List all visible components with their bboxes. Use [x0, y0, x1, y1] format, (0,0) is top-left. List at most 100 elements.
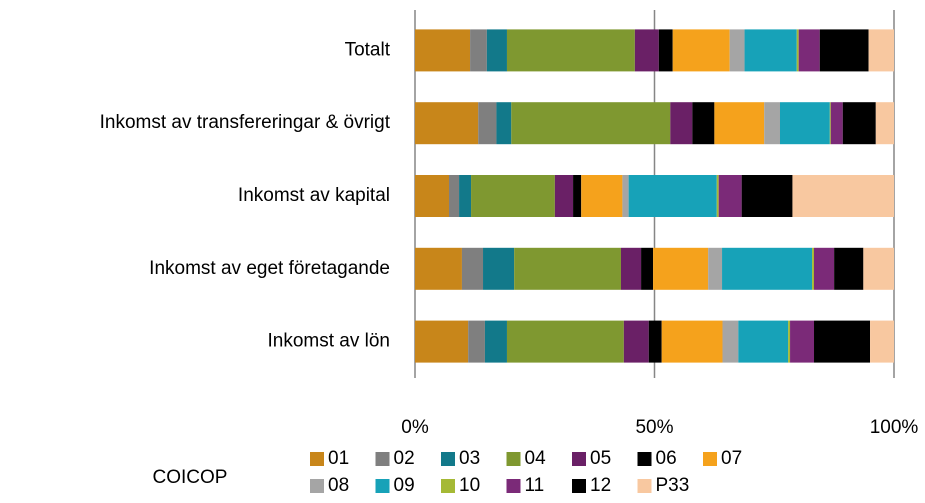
- bar-segment: [798, 29, 820, 72]
- bar-segment: [506, 29, 635, 72]
- bar-segment: [478, 102, 497, 145]
- x-tick-label: 50%: [635, 417, 673, 438]
- bar-segment: [790, 320, 815, 363]
- legend-label: P33: [656, 475, 690, 496]
- legend-title: COICOP: [153, 467, 228, 488]
- bar-segment: [484, 320, 507, 363]
- bar-segment: [415, 247, 462, 290]
- bar-segment: [834, 247, 864, 290]
- bar-segment: [722, 247, 813, 290]
- bar-segment: [449, 175, 460, 217]
- bar-segment: [868, 29, 894, 72]
- bar-segment: [692, 102, 715, 145]
- bar-segment: [622, 175, 629, 217]
- legend-swatch: [572, 479, 586, 493]
- category-label: Totalt: [345, 39, 391, 60]
- legend-swatch: [375, 452, 390, 466]
- legend-label: 04: [525, 448, 547, 469]
- bar-segment: [514, 247, 621, 290]
- bar-segment: [788, 320, 791, 363]
- bar-segment: [581, 175, 623, 217]
- bar-segment: [661, 320, 723, 363]
- bar-segment: [648, 320, 662, 363]
- bar-segment: [620, 247, 642, 290]
- bar-segment: [554, 175, 574, 217]
- legend-label: 11: [525, 475, 545, 496]
- legend-label: 09: [394, 475, 415, 496]
- legend-label: 06: [656, 448, 677, 469]
- x-tick-label: 0%: [401, 417, 429, 438]
- bar-segment: [875, 102, 894, 145]
- bar-segment: [814, 247, 835, 290]
- bar-segment: [842, 102, 876, 145]
- bar-segment: [741, 175, 793, 217]
- bar-segment: [486, 29, 507, 72]
- legend-swatch: [506, 452, 521, 466]
- bar-segment: [819, 29, 869, 72]
- bar-segment: [812, 247, 815, 290]
- bar-segment: [415, 29, 471, 72]
- bar-segment: [641, 247, 654, 290]
- bar-segment: [863, 247, 894, 290]
- legend-swatch: [441, 452, 455, 466]
- bar-segment: [814, 320, 871, 363]
- legend-label: 01: [328, 448, 349, 469]
- bar-segment: [722, 320, 739, 363]
- legend-label: 07: [721, 448, 742, 469]
- legend-swatch: [637, 452, 652, 466]
- bar-segment: [718, 175, 742, 217]
- bar-segment: [623, 320, 649, 363]
- bar-segment: [744, 29, 797, 72]
- bar-segment: [829, 102, 831, 145]
- legend-swatch: [310, 479, 324, 493]
- bar-segment: [716, 175, 719, 217]
- bar-segment: [870, 320, 894, 363]
- legend-swatch: [506, 479, 521, 493]
- bar-segment: [672, 29, 730, 72]
- bar-segment: [506, 320, 624, 363]
- bar-segment: [658, 29, 673, 72]
- legend-swatch: [441, 479, 455, 493]
- x-tick-label: 100%: [870, 417, 919, 438]
- bar-segment: [459, 175, 472, 217]
- bar-segment: [468, 320, 485, 363]
- bar-segment: [415, 102, 479, 145]
- bar-segment: [830, 102, 843, 145]
- bar-segment: [764, 102, 780, 145]
- legend-label: 12: [590, 475, 611, 496]
- bar-segment: [471, 175, 555, 217]
- bar-segment: [470, 29, 487, 72]
- bar-segment: [792, 175, 894, 217]
- bar-segment: [634, 29, 659, 72]
- legend-swatch: [703, 452, 717, 466]
- bar-segment: [483, 247, 515, 290]
- legend-label: 10: [459, 475, 480, 496]
- bar-segment: [729, 29, 745, 72]
- bar-segment: [461, 247, 484, 290]
- category-label: Inkomst av lön: [268, 331, 391, 352]
- legend-label: 08: [328, 475, 349, 496]
- category-label: Inkomst av kapital: [238, 185, 390, 206]
- bar-segment: [511, 102, 671, 145]
- bar-segment: [496, 102, 512, 145]
- legend-swatch: [572, 452, 586, 466]
- legend-swatch: [637, 479, 652, 493]
- category-label: Inkomst av transfereringar & övrigt: [100, 112, 391, 133]
- bar-segment: [708, 247, 723, 290]
- category-label: Inkomst av eget företagande: [149, 258, 390, 279]
- legend-label: 02: [394, 448, 415, 469]
- bar-segment: [670, 102, 693, 145]
- bar-segment: [796, 29, 799, 72]
- bar-segment: [415, 175, 450, 217]
- bar-segment: [628, 175, 717, 217]
- bar-segment: [738, 320, 789, 363]
- legend-swatch: [375, 479, 390, 493]
- bar-segment: [573, 175, 582, 217]
- legend-label: 05: [590, 448, 611, 469]
- bar-segment: [779, 102, 830, 145]
- legend-label: 03: [459, 448, 480, 469]
- legend-swatch: [310, 452, 324, 466]
- bar-segment: [653, 247, 709, 290]
- bar-segment: [714, 102, 765, 145]
